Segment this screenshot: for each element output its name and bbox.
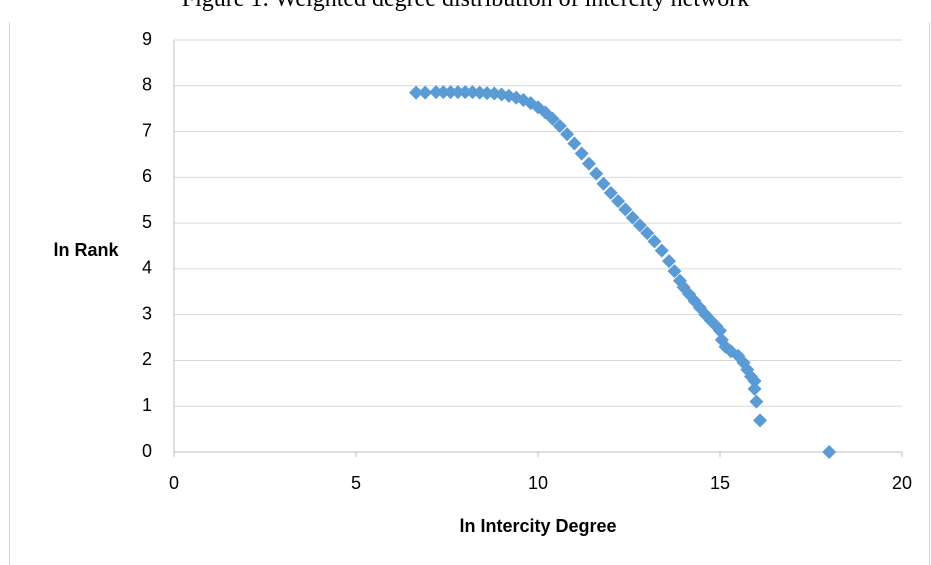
x-tick-label: 20	[892, 473, 912, 493]
y-tick-label: 6	[142, 166, 152, 186]
x-tick-label: 10	[528, 473, 548, 493]
y-axis-label: ln Rank	[53, 240, 119, 260]
data-point	[822, 445, 837, 459]
y-tick-label: 4	[142, 258, 152, 278]
data-point	[611, 194, 626, 209]
data-point	[429, 85, 444, 100]
data-point	[574, 146, 589, 161]
data-point	[640, 226, 655, 241]
data-point	[654, 243, 669, 258]
y-tick-label: 5	[142, 212, 152, 232]
data-point	[443, 85, 458, 100]
data-points	[409, 85, 837, 459]
x-tick-label: 0	[169, 473, 179, 493]
tick-labels: 0 1 2 3 4 5 6 7 8 9 0 5 10 15 20	[142, 29, 912, 493]
data-point	[749, 394, 764, 409]
data-point	[667, 264, 682, 279]
x-tick-label: 5	[351, 473, 361, 493]
x-axis-label: ln Intercity Degree	[459, 516, 616, 536]
chart-frame-left-border	[9, 22, 10, 565]
data-point	[589, 166, 604, 181]
data-point	[581, 156, 596, 171]
y-tick-label: 1	[142, 395, 152, 415]
data-point	[567, 136, 582, 151]
data-point	[647, 234, 662, 249]
y-tick-label: 8	[142, 75, 152, 95]
chart-frame-right-border	[929, 22, 930, 565]
gridlines	[173, 39, 903, 457]
data-point	[450, 85, 465, 100]
data-point	[747, 374, 762, 389]
data-point	[436, 85, 451, 100]
data-point	[747, 381, 762, 396]
y-tick-label: 0	[142, 441, 152, 461]
data-point	[625, 210, 640, 225]
data-point	[603, 185, 618, 200]
x-tick-label: 15	[710, 473, 730, 493]
y-tick-label: 3	[142, 303, 152, 323]
data-point	[418, 85, 433, 100]
data-point	[458, 85, 473, 100]
data-point	[552, 119, 567, 134]
data-point	[632, 218, 647, 233]
data-point	[713, 323, 727, 338]
data-point	[618, 202, 633, 217]
data-point	[560, 127, 575, 142]
data-point	[596, 176, 611, 191]
data-point	[545, 111, 560, 126]
data-point	[662, 254, 677, 269]
y-tick-label: 7	[142, 120, 152, 140]
y-tick-label: 9	[142, 29, 152, 49]
data-point	[753, 413, 768, 428]
data-point	[409, 85, 424, 100]
chart-title: Figure 1: Weighted degree distribution o…	[0, 0, 931, 13]
y-tick-label: 2	[142, 349, 152, 369]
